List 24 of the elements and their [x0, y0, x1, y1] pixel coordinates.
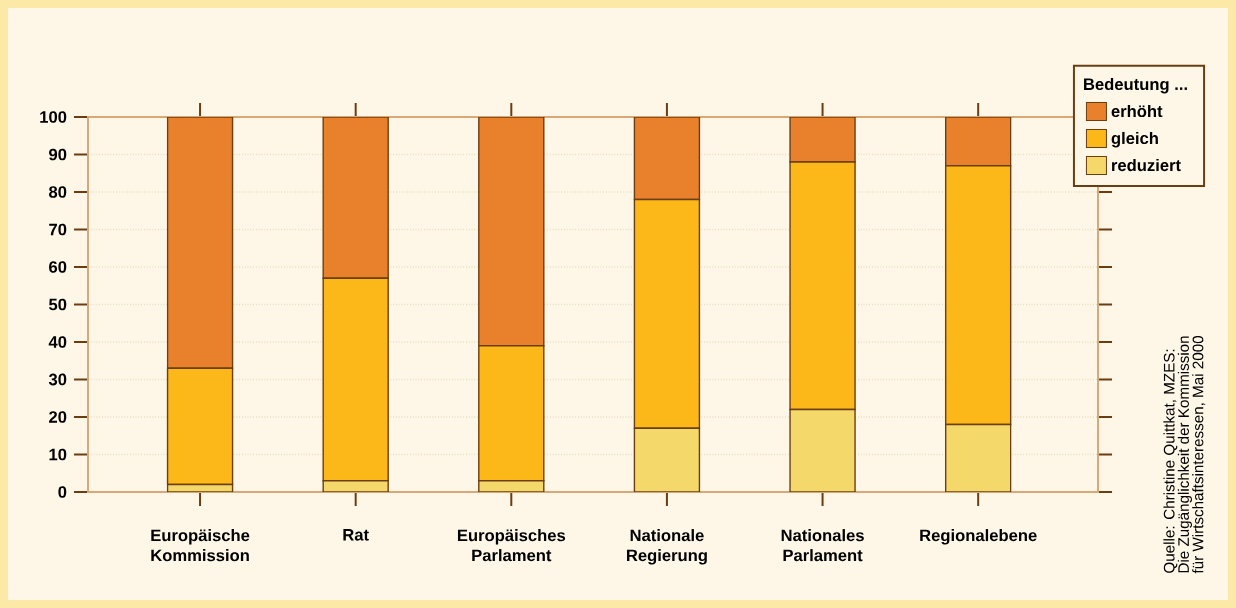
x-tick-label: Regionalebene	[920, 529, 1037, 545]
y-tick-label: 90	[49, 148, 67, 161]
y-tick-label: 10	[49, 448, 67, 461]
legend-label: erhöht	[1111, 104, 1163, 118]
x-tick-label: Nationale Regierung	[626, 529, 707, 565]
y-tick-label: 80	[49, 186, 67, 198]
legend-label: gleich	[1111, 131, 1158, 148]
x-tick-label: Rat	[343, 529, 369, 541]
y-tick-label: 0	[58, 486, 67, 498]
legend-label: reduziert	[1112, 158, 1181, 172]
x-tick-label: Nationales Parlament	[781, 529, 864, 562]
y-tick-label: 20	[49, 411, 67, 423]
y-tick-label: 60	[49, 261, 67, 273]
text: Die Zugänglichkeit der Kommission	[1177, 336, 1192, 573]
y-tick-label: 100	[40, 111, 67, 123]
x-tick-label: Europäisches Parlament	[457, 529, 566, 562]
y-tick-label: 50	[48, 298, 67, 311]
y-tick-label: 30	[48, 373, 67, 386]
y-tick-label: 70	[49, 223, 67, 236]
x-tick-label: Europäische Kommission	[151, 529, 250, 562]
legend-title: Bedeutung ...	[1084, 77, 1187, 94]
source-note: Quelle: Christine Quittkat, MZES:	[1163, 349, 1178, 573]
y-tick-label: 40	[48, 336, 67, 348]
text: für Wirtschaftsinteressen, Mai 2000	[1192, 335, 1206, 574]
